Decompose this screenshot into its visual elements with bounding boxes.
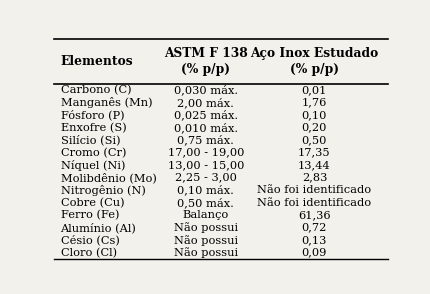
Text: 0,10 máx.: 0,10 máx. bbox=[177, 185, 234, 196]
Text: 17,00 - 19,00: 17,00 - 19,00 bbox=[167, 148, 243, 158]
Text: Enxofre (S): Enxofre (S) bbox=[60, 123, 126, 133]
Text: Césio (Cs): Césio (Cs) bbox=[60, 235, 119, 245]
Text: 0,010 máx.: 0,010 máx. bbox=[173, 122, 237, 133]
Text: Molibdênio (Mo): Molibdênio (Mo) bbox=[60, 172, 156, 183]
Text: Silício (Si): Silício (Si) bbox=[60, 135, 120, 146]
Text: Aço Inox Estudado
(% p/p): Aço Inox Estudado (% p/p) bbox=[250, 47, 378, 76]
Text: Balanço: Balanço bbox=[182, 210, 228, 220]
Text: 13,00 - 15,00: 13,00 - 15,00 bbox=[167, 160, 243, 170]
Text: Cromo (Cr): Cromo (Cr) bbox=[60, 148, 126, 158]
Text: 1,76: 1,76 bbox=[301, 98, 326, 108]
Text: Carbono (C): Carbono (C) bbox=[60, 85, 131, 95]
Text: Cloro (Cl): Cloro (Cl) bbox=[60, 248, 117, 258]
Text: 61,36: 61,36 bbox=[298, 210, 330, 220]
Text: Cobre (Cu): Cobre (Cu) bbox=[60, 198, 124, 208]
Text: Nitrogênio (N): Nitrogênio (N) bbox=[60, 185, 145, 196]
Text: Não possui: Não possui bbox=[173, 235, 237, 245]
Text: 0,030 máx.: 0,030 máx. bbox=[173, 85, 237, 96]
Text: 0,50 máx.: 0,50 máx. bbox=[177, 197, 234, 208]
Text: Não foi identificado: Não foi identificado bbox=[257, 185, 371, 195]
Text: 0,025 máx.: 0,025 máx. bbox=[173, 110, 237, 121]
Text: Manganês (Mn): Manganês (Mn) bbox=[60, 97, 152, 108]
Text: 13,44: 13,44 bbox=[298, 160, 330, 170]
Text: 0,09: 0,09 bbox=[301, 248, 326, 258]
Text: 0,13: 0,13 bbox=[301, 235, 326, 245]
Text: Ferro (Fe): Ferro (Fe) bbox=[60, 210, 119, 220]
Text: ASTM F 138
(% p/p): ASTM F 138 (% p/p) bbox=[163, 47, 247, 76]
Text: Não foi identificado: Não foi identificado bbox=[257, 198, 371, 208]
Text: Fósforo (P): Fósforo (P) bbox=[60, 110, 124, 121]
Text: 0,72: 0,72 bbox=[301, 223, 326, 233]
Text: 2,00 máx.: 2,00 máx. bbox=[177, 97, 234, 108]
Text: 17,35: 17,35 bbox=[298, 148, 330, 158]
Text: 2,25 - 3,00: 2,25 - 3,00 bbox=[175, 173, 236, 183]
Text: Não possui: Não possui bbox=[173, 222, 237, 233]
Text: 0,01: 0,01 bbox=[301, 85, 326, 95]
Text: 2,83: 2,83 bbox=[301, 173, 326, 183]
Text: Não possui: Não possui bbox=[173, 247, 237, 258]
Text: Elementos: Elementos bbox=[60, 55, 133, 68]
Text: 0,50: 0,50 bbox=[301, 135, 326, 145]
Text: 0,10: 0,10 bbox=[301, 110, 326, 120]
Text: 0,20: 0,20 bbox=[301, 123, 326, 133]
Text: 0,75 máx.: 0,75 máx. bbox=[177, 135, 234, 146]
Text: Alumínio (Al): Alumínio (Al) bbox=[60, 222, 136, 233]
Text: Níquel (Ni): Níquel (Ni) bbox=[60, 160, 125, 171]
